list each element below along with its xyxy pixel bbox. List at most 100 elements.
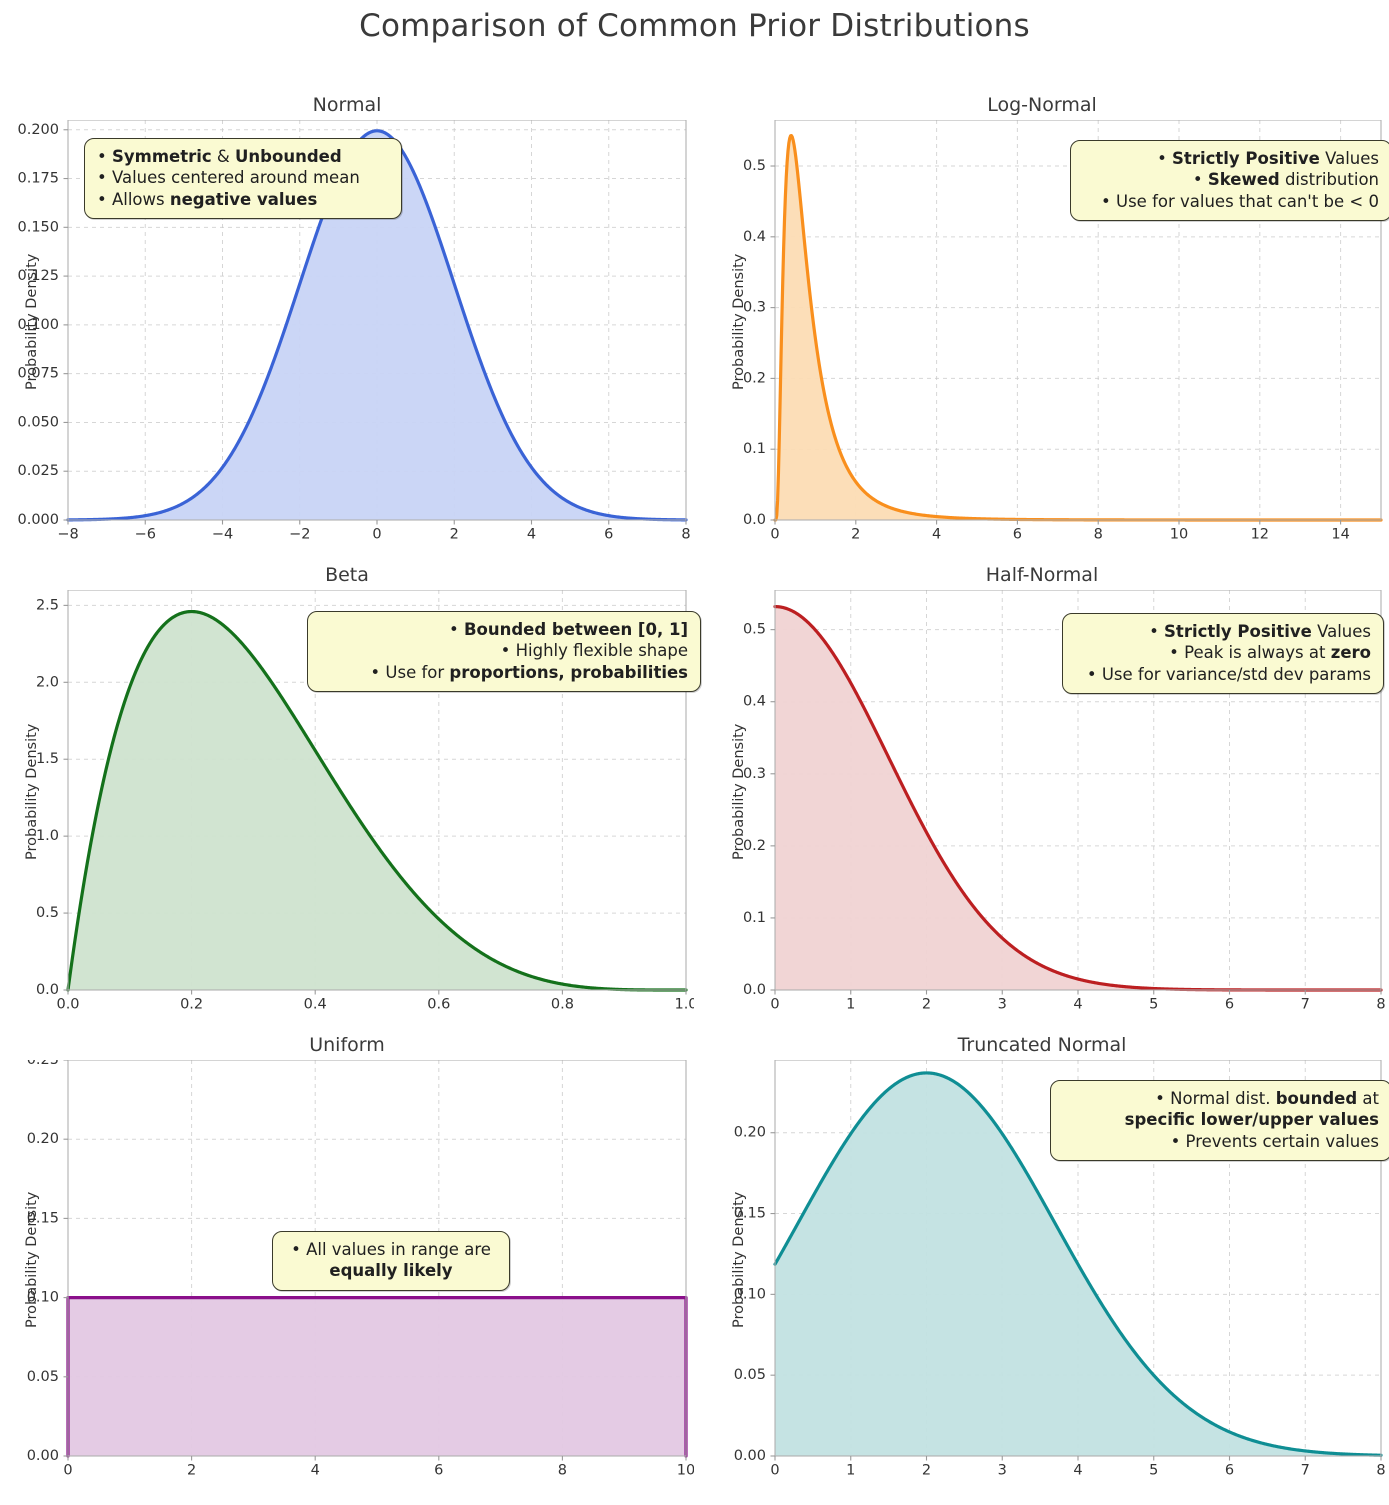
y-tick-label: 0.0 <box>743 512 766 528</box>
x-tick-label: −4 <box>212 527 233 543</box>
x-tick-label: 2 <box>922 997 931 1013</box>
y-tick-label: 0.5 <box>743 158 766 174</box>
x-tick-label: 6 <box>1225 1463 1234 1479</box>
subplot-half-normal: Half-Normal Probability Density 0 1 2 3 4 5 6 7 8 0… <box>695 564 1389 1034</box>
x-tick-label: 12 <box>1251 527 1269 543</box>
y-tick-label: 0.20 <box>734 1125 766 1141</box>
y-tick-label: 0.150 <box>17 219 59 235</box>
y-tick-label: 0.175 <box>17 171 59 187</box>
axis-frame <box>774 120 1382 521</box>
x-tick-label: 2 <box>187 1463 196 1479</box>
y-tick-label: 0.0 <box>36 982 59 998</box>
y-tick-label: 0.000 <box>17 512 59 528</box>
annotation-line: • Symmetric & Unbounded <box>97 147 342 166</box>
annotation-line: • Prevents certain values <box>1170 1131 1379 1151</box>
x-tick-label: 3 <box>998 997 1007 1013</box>
x-tick-label: 0.6 <box>427 997 450 1013</box>
x-tick-label: −2 <box>289 527 310 543</box>
y-tick-label: 0.200 <box>17 122 59 138</box>
x-tick-label: 2 <box>922 1463 931 1479</box>
x-tick-label: 0 <box>770 527 779 543</box>
y-tick-label: 0.00 <box>27 1448 59 1464</box>
x-tick-label: 0.8 <box>551 997 574 1013</box>
y-tick-label: 0.25 <box>27 1060 59 1068</box>
plot-area: −8 −6 −4 −2 0 2 4 6 8 0.000 0.025 0.050 0.075 0.100 0.… <box>17 120 691 543</box>
subplot-title: Log-Normal <box>987 94 1097 116</box>
y-tick-label: 2.5 <box>36 597 59 613</box>
axis-frame <box>67 590 687 991</box>
y-tick-label: 0.5 <box>36 905 59 921</box>
y-tick-label: 0.00 <box>734 1448 766 1464</box>
annotation-line: specific lower/upper values <box>1124 1110 1379 1130</box>
x-tick-label: 6 <box>604 527 613 543</box>
x-tick-label: 10 <box>1170 527 1188 543</box>
annotation-box: • Strictly Positive Values • Peak is alwa… <box>1062 613 1384 695</box>
x-tick-label: 1.0 <box>674 997 694 1013</box>
subplot-title: Beta <box>325 564 369 586</box>
x-tick-label: 0 <box>63 1463 72 1479</box>
x-tick-label: 0 <box>770 1463 779 1479</box>
distribution-curve <box>66 129 688 522</box>
y-tick-label: 0.2 <box>743 838 766 854</box>
y-tick-label: 0.125 <box>17 268 59 284</box>
x-tick-label: 0 <box>770 997 779 1013</box>
x-tick-label: 1 <box>846 997 855 1013</box>
y-tick-label: 0.5 <box>743 622 766 638</box>
x-tick-label: −8 <box>57 527 78 543</box>
x-tick-label: 2 <box>450 527 459 543</box>
curve-fill <box>775 135 1381 520</box>
y-tick-label: 0.3 <box>743 766 766 782</box>
curve-fill <box>68 130 686 521</box>
x-tick-label: 3 <box>998 1463 1007 1479</box>
x-tick-label: 8 <box>681 527 690 543</box>
subplot-beta: Beta Probability Density 0.0 0.2 0.4 0.6 0.8 1.… <box>0 564 694 1034</box>
plot-area: 0 2 4 6 8 10 0.00 0.05 0.10 0.15 0.20 0.25 <box>27 1060 694 1479</box>
y-tick-label: 0.025 <box>17 463 59 479</box>
x-tick-label: 6 <box>1225 997 1234 1013</box>
curve-fill <box>775 606 1381 990</box>
x-tick-label: 8 <box>1094 527 1103 543</box>
subplot-normal: Normal Probability Density −8 −6 −4 −2 0 2 4 6 8 0.… <box>0 94 694 564</box>
y-tick-label: 0.1 <box>743 441 766 457</box>
annotation-box: • Normal dist. bounded at specific lower/… <box>1050 1080 1389 1162</box>
y-tick-label: 0.3 <box>743 300 766 316</box>
x-tick-label: 10 <box>677 1463 694 1479</box>
annotation-line: • Strictly Positive Values <box>1149 622 1371 641</box>
annotation-line: equally likely <box>329 1261 453 1281</box>
subplot-title: Normal <box>312 94 382 116</box>
x-tick-label: 1 <box>846 1463 855 1479</box>
y-tick-label: 0.05 <box>27 1369 59 1385</box>
annotation-box: • Symmetric & Unbounded • Values centered… <box>84 138 402 220</box>
x-tick-label: 6 <box>434 1463 443 1479</box>
subplot-truncated-normal: Truncated Normal Probability Density 0 1 2 3 4… <box>695 1034 1389 1505</box>
x-tick-label: 4 <box>1073 997 1082 1013</box>
x-tick-label: 0.0 <box>56 997 79 1013</box>
y-tick-label: 0.4 <box>743 229 766 245</box>
y-tick-label: 0.05 <box>734 1367 766 1383</box>
annotation-line: • Use for proportions, probabilities <box>370 662 688 682</box>
x-tick-label: 4 <box>311 1463 320 1479</box>
x-tick-label: 7 <box>1301 997 1310 1013</box>
x-tick-label: −6 <box>135 527 156 543</box>
annotation-box: • Strictly Positive Values • Skewed distr… <box>1070 140 1389 222</box>
annotation-line: • Skewed distribution <box>1192 170 1379 190</box>
annotation-box: • Bounded between [0, 1] • Highly flexibl… <box>307 611 701 693</box>
distribution-curve <box>66 609 688 992</box>
annotation-box: • All values in range are equally likely <box>272 1231 510 1291</box>
annotation-line: • Values centered around mean <box>97 168 360 188</box>
y-tick-label: 0.10 <box>27 1290 59 1306</box>
y-tick-label: 0.20 <box>27 1131 59 1147</box>
plot-area: 0 1 2 3 4 5 6 7 8 0.00 0.05 0.10 0.15 0.20 <box>734 1060 1386 1479</box>
subplot-title: Uniform <box>309 1034 385 1056</box>
plot-area: 0 1 2 3 4 5 6 7 8 0.0 0.1 0.2 0.3 0.4 0.5 <box>743 590 1386 1013</box>
annotation-line: • Peak is always at zero <box>1169 643 1371 663</box>
annotation-line: • Normal dist. bounded at <box>1155 1089 1379 1108</box>
y-tick-label: 2.0 <box>36 674 59 690</box>
y-tick-label: 0.4 <box>743 694 766 710</box>
distribution-curve <box>773 1071 1383 1457</box>
x-tick-label: 8 <box>1376 1463 1385 1479</box>
x-tick-label: 7 <box>1301 1463 1310 1479</box>
y-tick-label: 0.100 <box>17 317 59 333</box>
x-tick-label: 5 <box>1149 1463 1158 1479</box>
